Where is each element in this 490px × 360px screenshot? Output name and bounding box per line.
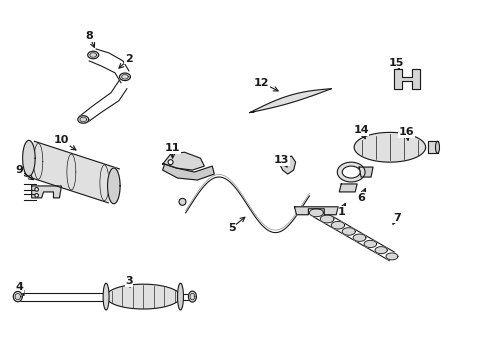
Polygon shape — [342, 228, 355, 235]
Polygon shape — [294, 207, 338, 215]
Polygon shape — [89, 49, 129, 83]
Text: 15: 15 — [389, 58, 405, 68]
Circle shape — [35, 188, 38, 191]
Polygon shape — [88, 51, 98, 59]
Text: 6: 6 — [357, 193, 365, 203]
Polygon shape — [354, 132, 426, 162]
Polygon shape — [250, 89, 331, 113]
Text: 4: 4 — [16, 282, 24, 292]
Polygon shape — [375, 247, 387, 254]
Ellipse shape — [436, 141, 440, 153]
Text: 8: 8 — [85, 31, 93, 41]
Text: 12: 12 — [254, 78, 270, 88]
Polygon shape — [108, 168, 120, 204]
Polygon shape — [79, 81, 127, 122]
Text: 1: 1 — [338, 207, 345, 217]
Text: 9: 9 — [16, 165, 24, 175]
Polygon shape — [23, 140, 35, 176]
Text: 5: 5 — [228, 222, 236, 233]
Polygon shape — [280, 156, 295, 174]
Text: 11: 11 — [165, 143, 180, 153]
Ellipse shape — [103, 283, 109, 310]
Polygon shape — [32, 186, 61, 198]
Ellipse shape — [342, 166, 360, 178]
Polygon shape — [386, 253, 398, 260]
Text: 13: 13 — [274, 155, 290, 165]
Text: 14: 14 — [353, 125, 369, 135]
Polygon shape — [331, 221, 344, 229]
Polygon shape — [428, 141, 438, 153]
Polygon shape — [320, 215, 334, 223]
Text: 10: 10 — [54, 135, 69, 145]
Ellipse shape — [337, 162, 365, 182]
Polygon shape — [359, 167, 373, 177]
Text: 7: 7 — [393, 213, 401, 223]
Text: 2: 2 — [125, 54, 133, 64]
Polygon shape — [364, 240, 377, 248]
Polygon shape — [309, 209, 323, 217]
Polygon shape — [163, 164, 214, 180]
Circle shape — [168, 159, 173, 165]
Polygon shape — [394, 69, 419, 89]
Polygon shape — [120, 73, 130, 81]
Polygon shape — [189, 291, 196, 302]
Polygon shape — [24, 141, 120, 203]
Text: 16: 16 — [399, 127, 415, 138]
Polygon shape — [339, 184, 357, 192]
Polygon shape — [163, 152, 204, 170]
Polygon shape — [78, 116, 89, 123]
Polygon shape — [106, 284, 180, 309]
Polygon shape — [353, 234, 366, 241]
Circle shape — [35, 194, 38, 197]
Text: 3: 3 — [125, 276, 133, 286]
Polygon shape — [13, 292, 22, 302]
Ellipse shape — [177, 283, 183, 310]
Circle shape — [179, 198, 186, 205]
